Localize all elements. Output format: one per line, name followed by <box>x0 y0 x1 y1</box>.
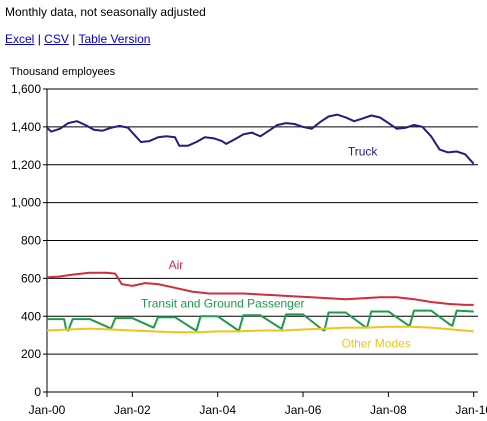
link-separator: | <box>72 32 76 46</box>
x-tick-label: Jan-04 <box>199 403 236 417</box>
y-tick-label: 0 <box>34 385 41 399</box>
y-tick-label: 600 <box>21 271 41 285</box>
series-label-truck: Truck <box>348 144 379 158</box>
y-tick-label: 800 <box>21 234 41 248</box>
x-tick-label: Jan-10 <box>455 403 487 417</box>
series-line-transit-and-ground-passenger <box>47 309 474 332</box>
data-frequency-note: Monthly data, not seasonally adjusted <box>5 5 206 19</box>
y-tick-label: 1,400 <box>11 120 41 134</box>
y-tick-label: 200 <box>21 347 41 361</box>
x-tick-label: Jan-06 <box>285 403 322 417</box>
y-axis-title: Thousand employees <box>10 66 116 78</box>
x-tick-label: Jan-02 <box>114 403 151 417</box>
series-line-other-modes <box>46 325 474 334</box>
link-separator: | <box>37 32 41 46</box>
series-line-truck <box>46 113 475 165</box>
table-version-link[interactable]: Table Version <box>78 32 151 46</box>
x-tick-label: Jan-08 <box>370 403 407 417</box>
series-label-other-modes: Other Modes <box>341 336 410 350</box>
series-label-transit-and-ground-passenger: Transit and Ground Passenger <box>141 297 305 311</box>
csv-link[interactable]: CSV <box>44 32 69 46</box>
download-links: Excel | CSV | Table Version <box>5 32 150 46</box>
series-label-air: Air <box>169 258 184 272</box>
y-tick-label: 1,200 <box>11 158 41 172</box>
series-line-air <box>46 271 474 306</box>
y-tick-label: 1,000 <box>11 196 41 210</box>
x-tick-label: Jan-00 <box>29 403 66 417</box>
y-tick-label: 400 <box>21 309 41 323</box>
y-tick-label: 1,600 <box>11 82 41 96</box>
excel-link[interactable]: Excel <box>5 32 35 46</box>
